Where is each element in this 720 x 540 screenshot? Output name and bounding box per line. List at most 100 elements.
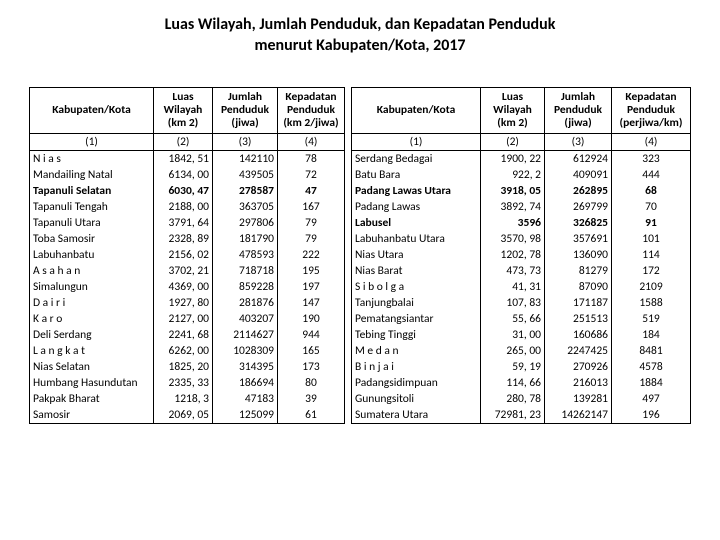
cell: Nias Selatan [30,359,154,375]
table-row: L a n g k a t6262, 001028309165 [30,343,345,359]
cell: Sumatera Utara [352,407,481,424]
cell: 1028309 [213,343,278,359]
cell: 859228 [213,279,278,295]
cell: 80 [278,375,345,391]
cell: 3596 [481,215,545,231]
cell: 1218, 3 [154,391,213,407]
page-title: Luas Wilayah, Jumlah Penduduk, dan Kepad… [20,15,700,57]
cell: 61 [278,407,345,424]
table-row: Tapanuli Selatan6030, 4727858747 [30,183,345,199]
cell: 68 [612,183,691,199]
cell: 439505 [213,167,278,183]
cell: Toba Samosir [30,231,154,247]
table-row: Deli Serdang2241, 682114627944 [30,327,345,343]
table-row: Batu Bara922, 2409091444 [352,167,691,183]
table-row: Labuhanbatu Utara3570, 98357691101 [352,231,691,247]
cell: Simalungun [30,279,154,295]
cell: M e d a n [352,343,481,359]
cell: 101 [612,231,691,247]
table-row: Tanjungbalai107, 831711871588 [352,295,691,311]
table-row: Padang Lawas Utara3918, 0526289568 [352,183,691,199]
hdr-kepadatan: Kepadatan Penduduk (perjiwa/km) [612,87,691,134]
hdr-jumlah: Jumlah Penduduk (jiwa) [545,87,612,134]
cell: 6030, 47 [154,183,213,199]
table-row: K a r o2127, 00403207190 [30,311,345,327]
cell: 444 [612,167,691,183]
table-row: Pakpak Bharat1218, 34718339 [30,391,345,407]
cell: 280, 78 [481,391,545,407]
cell: 497 [612,391,691,407]
cell: 3791, 64 [154,215,213,231]
cell: 136090 [545,247,612,263]
title-line1: Luas Wilayah, Jumlah Penduduk, dan Kepad… [165,15,556,34]
cell: S i b o l g a [352,279,481,295]
cell: 173 [278,359,345,375]
cell: 409091 [545,167,612,183]
cell: 2328, 89 [154,231,213,247]
cell: Serdang Bedagai [352,151,481,168]
cell: 171187 [545,295,612,311]
colnum-2: (2) [154,134,213,151]
cell: 59, 19 [481,359,545,375]
cell: 2247425 [545,343,612,359]
colnum-2: (2) [481,134,545,151]
cell: 1825, 20 [154,359,213,375]
cell: 72 [278,167,345,183]
cell: 357691 [545,231,612,247]
cell: 2069, 05 [154,407,213,424]
cell: 196 [612,407,691,424]
cell: 167 [278,199,345,215]
cell: Humbang Hasundutan [30,375,154,391]
cell: Mandailing Natal [30,167,154,183]
cell: 363705 [213,199,278,215]
table-row: Pematangsiantar55, 66251513519 [352,311,691,327]
cell: 91 [612,215,691,231]
cell: 47183 [213,391,278,407]
cell: Pematangsiantar [352,311,481,327]
cell: Tapanuli Utara [30,215,154,231]
colnum-3: (3) [545,134,612,151]
table-row: A s a h a n3702, 21718718195 [30,263,345,279]
table-row: Labuhanbatu2156, 02478593222 [30,247,345,263]
cell: K a r o [30,311,154,327]
table-row: M e d a n265, 0022474258481 [352,343,691,359]
cell: 6134, 00 [154,167,213,183]
cell: Padangsidimpuan [352,375,481,391]
cell: 3892, 74 [481,199,545,215]
colnum-1: (1) [30,134,154,151]
left-table: Kabupaten/Kota Luas Wilayah (km 2) Jumla… [29,87,345,425]
cell: 2114627 [213,327,278,343]
cell: A s a h a n [30,263,154,279]
table-row: Nias Barat473, 7381279172 [352,263,691,279]
cell: 186694 [213,375,278,391]
cell: 114 [612,247,691,263]
cell: 262895 [545,183,612,199]
cell: 1202, 78 [481,247,545,263]
cell: 314395 [213,359,278,375]
cell: 195 [278,263,345,279]
cell: Padang Lawas [352,199,481,215]
cell: 79 [278,215,345,231]
cell: 184 [612,327,691,343]
cell: 222 [278,247,345,263]
cell: 251513 [545,311,612,327]
cell: 718718 [213,263,278,279]
cell: 278587 [213,183,278,199]
cell: 944 [278,327,345,343]
cell: 3918, 05 [481,183,545,199]
cell: 1884 [612,375,691,391]
cell: 160686 [545,327,612,343]
cell: 72981, 23 [481,407,545,424]
table-row: B i n j a i59, 192709264578 [352,359,691,375]
hdr-kabupaten: Kabupaten/Kota [30,87,154,134]
cell: 2335, 33 [154,375,213,391]
table-row: Simalungun4369, 00859228197 [30,279,345,295]
table-row: Mandailing Natal6134, 0043950572 [30,167,345,183]
cell: 323 [612,151,691,168]
table-row: Sumatera Utara72981, 2314262147196 [352,407,691,424]
cell: Nias Barat [352,263,481,279]
cell: 114, 66 [481,375,545,391]
hdr-jumlah: Jumlah Penduduk (jiwa) [213,87,278,134]
cell: 269799 [545,199,612,215]
cell: N i a s [30,151,154,168]
